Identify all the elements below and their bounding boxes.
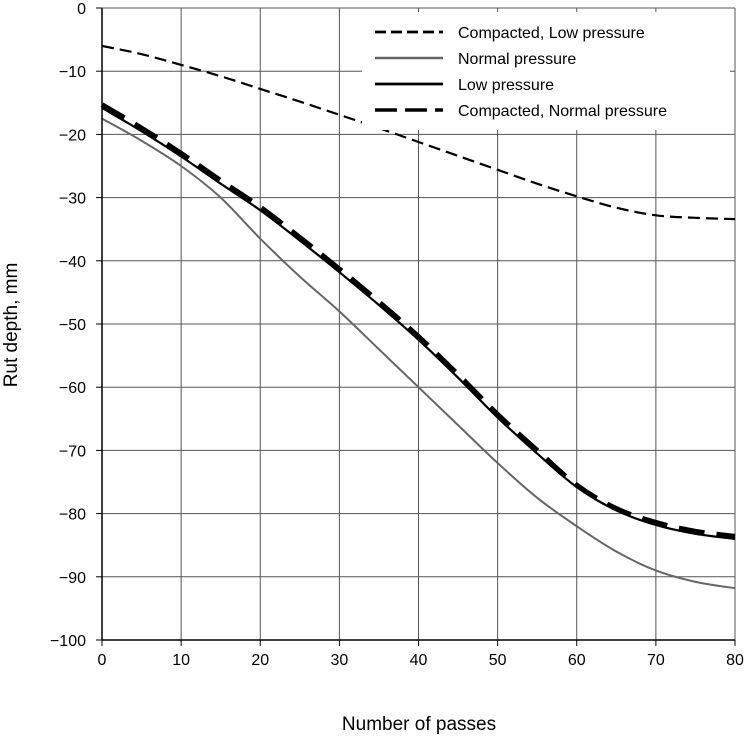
y-tick-label: −30 (59, 191, 86, 208)
x-tick-label: 10 (172, 652, 190, 669)
series-line-compacted-low-pressure (101, 44, 736, 221)
y-tick-label: −70 (59, 443, 86, 460)
x-tick-label: 80 (726, 652, 744, 669)
legend-label-normal-pressure: Normal pressure (458, 51, 576, 68)
x-tick-label: 40 (410, 652, 428, 669)
legend: Compacted, Low pressure Normal pressure Lo… (362, 12, 730, 130)
x-tick-label: 60 (568, 652, 586, 669)
series-line-normal-pressure (101, 117, 736, 590)
y-tick-label: −40 (59, 254, 86, 271)
axes: 0 10 20 30 40 50 60 70 80 0 −10 −20 −30 −40 −50 −60 −70 −… (50, 1, 744, 669)
series-lines (100, 44, 736, 590)
y-axis-title: Rut depth, mm (1, 263, 22, 388)
x-tick-label: 70 (647, 652, 665, 669)
y-tick-label: −20 (59, 127, 86, 144)
series-line-compacted-normal-pressure (100, 102, 736, 539)
y-tick-label: −50 (59, 317, 86, 334)
legend-label-compacted-normal-pressure: Compacted, Normal pressure (458, 103, 667, 120)
y-tick-label: −100 (50, 633, 86, 650)
y-tick-label: −90 (59, 570, 86, 587)
y-tick-label: −10 (59, 64, 86, 81)
y-tick-label: 0 (77, 1, 86, 18)
x-tick-label: 30 (330, 652, 348, 669)
x-tick-label: 0 (98, 652, 107, 669)
x-axis-title: Number of passes (342, 714, 496, 735)
x-tick-label: 20 (251, 652, 269, 669)
x-tick-label: 50 (489, 652, 507, 669)
y-tick-label: −60 (59, 380, 86, 397)
legend-label-low-pressure: Low pressure (458, 77, 554, 94)
y-tick-label: −80 (59, 507, 86, 524)
legend-label-compacted-low-pressure: Compacted, Low pressure (458, 25, 645, 42)
